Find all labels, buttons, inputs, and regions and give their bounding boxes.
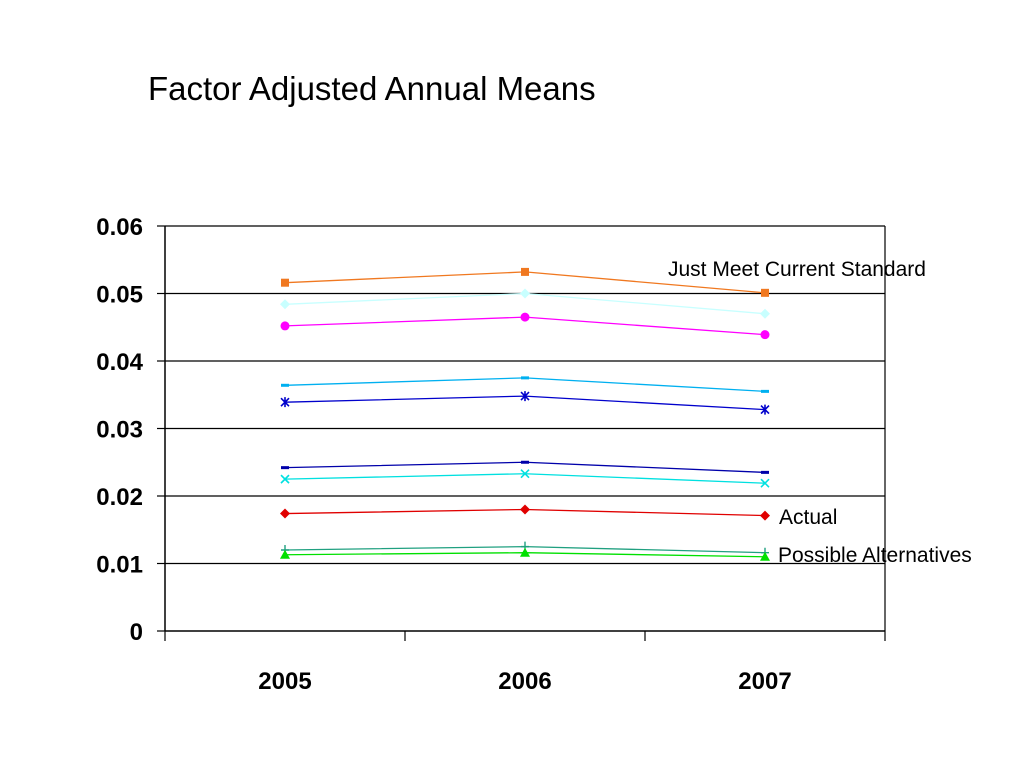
data-point <box>761 288 769 297</box>
series-8 <box>280 504 770 521</box>
data-point <box>521 267 529 276</box>
data-point <box>280 474 290 484</box>
y-tick-labels: 0 0.01 0.02 0.03 0.04 0.05 0.06 <box>96 214 143 646</box>
data-point <box>520 288 530 299</box>
data-point <box>520 312 530 322</box>
data-point <box>281 278 289 287</box>
data-point <box>280 397 290 408</box>
chart-title: Factor Adjusted Annual Means <box>148 70 596 107</box>
series <box>280 267 770 561</box>
series-1 <box>281 267 769 297</box>
annotations: Just Meet Current Standard Actual Possible… <box>668 258 972 567</box>
data-point <box>280 508 290 519</box>
data-point <box>760 404 770 415</box>
series-5 <box>280 391 770 415</box>
series-7 <box>280 469 770 488</box>
series-line <box>284 473 766 484</box>
y-tick-label: 0.05 <box>96 282 143 309</box>
data-point <box>760 330 770 340</box>
data-point <box>760 478 770 488</box>
y-tick-label: 0 <box>130 619 143 646</box>
y-tick-label: 0.01 <box>96 552 143 579</box>
series-line <box>284 461 766 474</box>
annotation-label: Actual <box>779 506 837 529</box>
grid-lines <box>165 292 885 565</box>
data-point <box>520 469 530 479</box>
data-point <box>760 510 770 521</box>
annotation-label: Possible Alternatives <box>778 544 972 567</box>
data-point <box>520 504 530 515</box>
series-3 <box>280 312 770 340</box>
data-point <box>280 549 290 559</box>
series-line <box>284 377 766 393</box>
x-tick-label: 2007 <box>738 668 791 695</box>
data-point <box>760 308 770 319</box>
data-point <box>280 299 290 310</box>
y-tick-label: 0.02 <box>96 484 143 511</box>
y-tick-label: 0.06 <box>96 214 143 241</box>
axes <box>157 225 886 641</box>
series-4 <box>281 376 769 393</box>
data-point <box>520 547 530 557</box>
series-10 <box>280 547 770 561</box>
y-tick-label: 0.04 <box>96 349 143 376</box>
series-2 <box>280 288 770 319</box>
x-tick-label: 2005 <box>258 668 311 695</box>
data-point <box>520 391 530 402</box>
x-tick-labels: 2005 2006 2007 <box>258 668 791 695</box>
data-point <box>280 321 290 331</box>
annotation-label: Just Meet Current Standard <box>668 258 926 281</box>
series-6 <box>281 460 769 474</box>
data-point <box>760 551 770 561</box>
y-tick-label: 0.03 <box>96 417 143 444</box>
x-tick-label: 2006 <box>498 668 551 695</box>
